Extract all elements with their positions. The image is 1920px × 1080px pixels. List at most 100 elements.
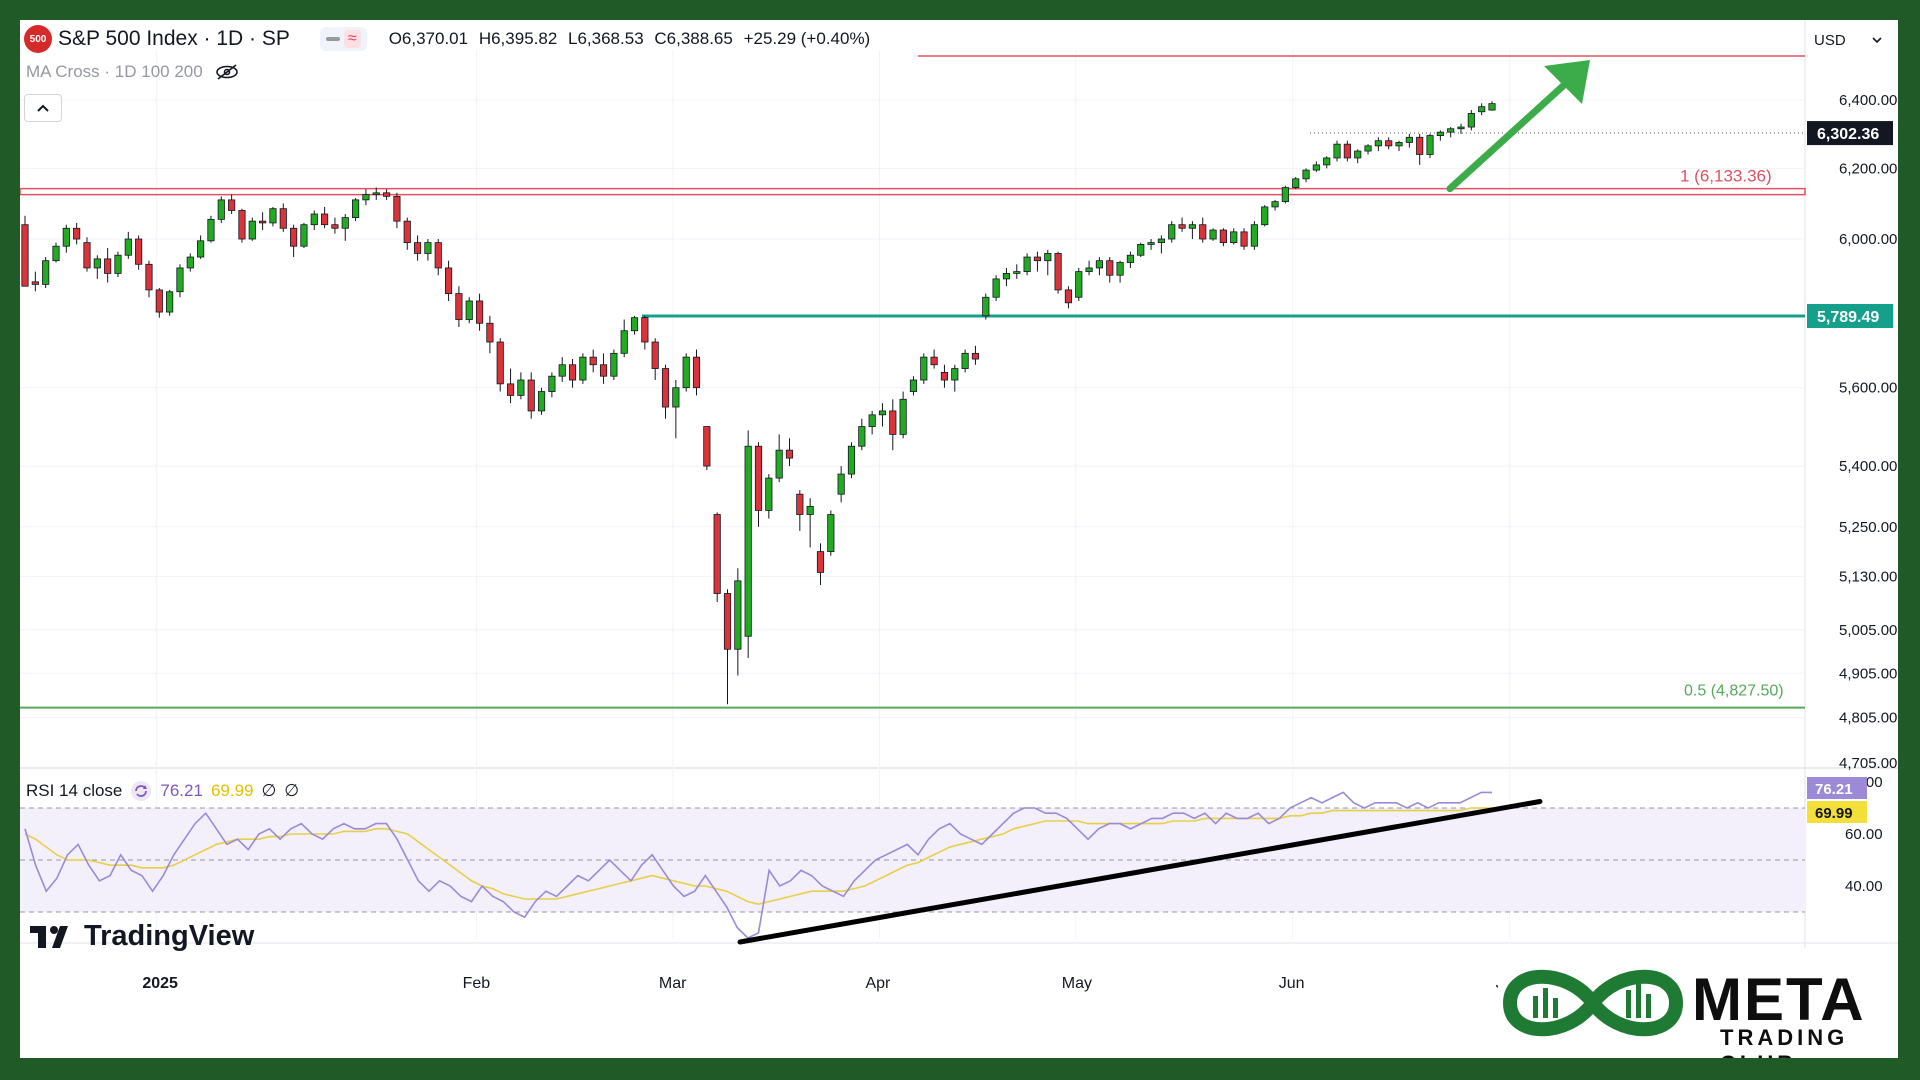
- candle: [951, 364, 959, 392]
- eye-off-icon[interactable]: [215, 63, 239, 81]
- candle-body: [362, 194, 370, 201]
- candle-body: [444, 267, 453, 294]
- candle: [1064, 286, 1073, 309]
- candle-body: [734, 580, 742, 650]
- candle: [238, 208, 246, 243]
- candle-body: [899, 398, 907, 435]
- rsi-trendline: [737, 799, 1543, 945]
- candle: [1271, 199, 1279, 211]
- candle-body: [1219, 229, 1227, 244]
- symbol-badge[interactable]: 500: [24, 25, 52, 53]
- candle-body: [940, 371, 949, 381]
- candle-body: [403, 220, 411, 244]
- candle: [692, 349, 701, 396]
- candle-body: [186, 256, 194, 269]
- candle-body: [1385, 140, 1393, 147]
- candle-body: [217, 199, 225, 220]
- candle: [176, 264, 184, 298]
- candle: [651, 338, 659, 381]
- candle-body: [155, 289, 163, 313]
- currency-selector[interactable]: USD: [1808, 26, 1888, 54]
- candle: [1478, 103, 1486, 116]
- candle-body: [352, 199, 360, 218]
- candle: [1416, 133, 1424, 165]
- candle-body: [1302, 169, 1310, 180]
- candle-body: [1405, 136, 1413, 143]
- candle-body: [816, 551, 825, 573]
- candle: [83, 237, 91, 272]
- candle: [73, 222, 81, 245]
- symbol-title[interactable]: S&P 500 Index · 1D · SP: [58, 27, 290, 50]
- candle-body: [920, 356, 928, 381]
- candle: [197, 235, 205, 259]
- candle-body: [1467, 113, 1475, 128]
- candle-body: [1075, 271, 1083, 298]
- candle-body: [754, 445, 763, 511]
- candle-body: [847, 445, 856, 475]
- candle-body: [1457, 126, 1465, 130]
- candle: [1137, 242, 1145, 258]
- candle-body: [682, 356, 690, 389]
- candle-body: [785, 449, 794, 459]
- candle: [1426, 133, 1434, 158]
- candle-body: [558, 364, 566, 377]
- candle-body: [971, 352, 980, 360]
- candle: [62, 224, 70, 253]
- candle: [1343, 140, 1351, 162]
- candle-body: [1323, 157, 1331, 166]
- refresh-icon[interactable]: [130, 780, 152, 802]
- rsi-axis-tag: [1807, 777, 1867, 799]
- candle: [300, 222, 308, 249]
- candle: [827, 510, 835, 556]
- close-value: C6,388.65: [654, 29, 733, 48]
- ma-indicator-row[interactable]: MA Cross · 1D 100 200: [26, 62, 239, 82]
- candle: [155, 288, 163, 318]
- candle-body: [527, 379, 535, 412]
- axis-price-tag-text: 6,302.36: [1817, 126, 1879, 143]
- candle-body: [1447, 128, 1455, 133]
- candle-body: [207, 218, 215, 242]
- candle-body: [1188, 224, 1196, 229]
- candle: [765, 474, 773, 519]
- candle: [682, 353, 690, 392]
- candle: [93, 255, 101, 279]
- candle-body: [1013, 271, 1021, 274]
- candle-body: [992, 278, 1000, 298]
- candle-body: [506, 383, 515, 396]
- candle-body: [73, 227, 81, 240]
- candle: [847, 442, 856, 479]
- chart-frame: 6,400.00 6,200.00 6,000.00 5,600.00 5,400.00…: [20, 20, 1898, 1058]
- candle: [672, 380, 680, 439]
- candle: [1106, 257, 1114, 283]
- chart-style-pill[interactable]: ≈: [319, 27, 367, 51]
- candle: [1178, 217, 1186, 232]
- price-tick-label: 5,400.00: [1839, 458, 1897, 475]
- candle: [1240, 228, 1248, 250]
- candle: [331, 217, 339, 234]
- collapse-button[interactable]: [24, 94, 62, 122]
- candle-body: [1436, 131, 1444, 136]
- candle: [527, 372, 535, 419]
- wave-icon[interactable]: ≈: [343, 30, 361, 48]
- candle: [992, 275, 1000, 301]
- candle-body: [1354, 150, 1362, 159]
- candle: [1395, 140, 1403, 152]
- candle: [1199, 217, 1207, 243]
- rsi-empty-2: ∅: [284, 781, 300, 800]
- rsi-indicator-row[interactable]: RSI 14 close 76.21 69.99 ∅ ∅: [26, 780, 299, 802]
- minus-icon[interactable]: [325, 37, 340, 41]
- candle-body: [135, 238, 143, 265]
- price-chart[interactable]: 6,400.00 6,200.00 6,000.00 5,600.00 5,400.00…: [20, 20, 1898, 1058]
- candle: [930, 349, 938, 369]
- candle-body: [630, 317, 639, 332]
- meta-subtitle: TRADING CLUB: [1720, 1025, 1849, 1058]
- price-tick-label: 5,005.00: [1839, 622, 1897, 639]
- candle: [589, 349, 597, 373]
- meta-logo-icon: [1502, 969, 1684, 1037]
- candle: [1054, 251, 1062, 294]
- candle-body: [279, 208, 287, 229]
- candle-body: [1085, 267, 1093, 272]
- candle-body: [166, 291, 174, 313]
- ohlc-readout: O6,370.01 H6,395.82 L6,368.53 C6,388.65 …: [389, 29, 877, 49]
- candle-body: [114, 254, 122, 274]
